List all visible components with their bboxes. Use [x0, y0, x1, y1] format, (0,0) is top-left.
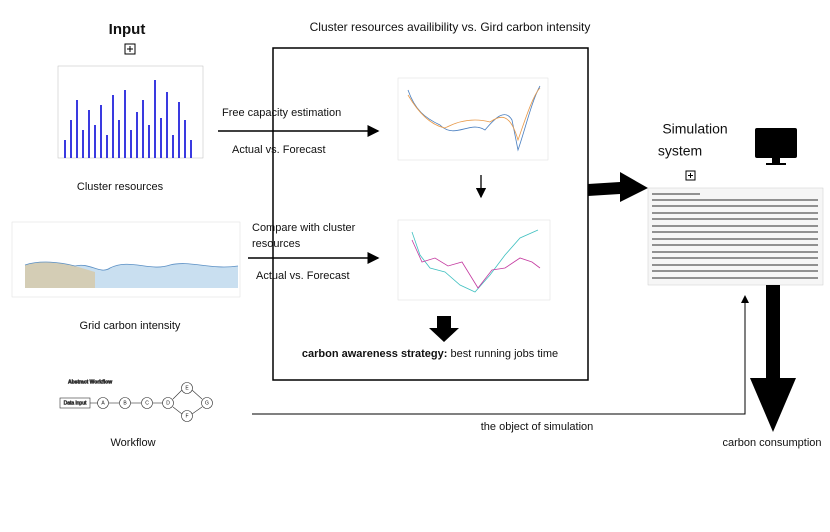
workflow-node-label: F [185, 413, 188, 419]
strategy-text: carbon awareness strategy: best running … [302, 348, 558, 360]
output-label: carbon consumption [722, 437, 821, 449]
plus-icon [685, 170, 696, 181]
workflow-label: Workflow [110, 437, 155, 449]
workflow-node-label: D [166, 400, 170, 406]
compare-thumbnail [397, 219, 551, 301]
strategy-rest: best running jobs time [447, 348, 558, 360]
analysis-frame [272, 47, 589, 381]
workflow-title: Abstract Workflow [68, 379, 112, 385]
plus-icon [124, 43, 136, 55]
workflow-node-label: B [123, 400, 127, 406]
workflow-thumbnail: Abstract Workflow Data input A B C D E F G [59, 379, 213, 422]
terminal-thumbnail [647, 187, 824, 286]
feedback-arrow [252, 295, 749, 415]
flow-label: the object of simulation [481, 421, 594, 433]
output-arrow [750, 285, 796, 432]
flow-label: Free capacity estimation [222, 107, 341, 119]
workflow-node [119, 397, 131, 409]
strategy-bold: carbon awareness strategy: [302, 348, 448, 360]
workflow-node [181, 382, 193, 394]
flow-label: Compare with cluster [252, 222, 356, 234]
thick-arrow [588, 172, 648, 202]
workflow-node [97, 397, 109, 409]
grid-label: Grid carbon intensity [80, 320, 181, 332]
flow-label: resources [252, 238, 301, 250]
workflow-node [162, 397, 174, 409]
grid-thumbnail [11, 221, 241, 298]
workflow-node-label: A [101, 400, 105, 406]
cluster-thumbnail [57, 65, 204, 159]
workflow-node [141, 397, 153, 409]
workflow-node [201, 397, 213, 409]
workflow-node-label: E [185, 385, 189, 391]
workflow-node-label: C [145, 400, 149, 406]
main-title: Cluster resources availibility vs. Gird … [310, 20, 591, 34]
workflow-input-node: Data input [64, 400, 87, 406]
input-title: Input [109, 21, 146, 38]
workflow-node-label: G [205, 400, 209, 406]
simulation-title: Simulation [662, 121, 727, 137]
forecast-thumbnail [397, 77, 549, 161]
flow-label: Actual vs. Forecast [232, 144, 326, 156]
cluster-label: Cluster resources [77, 181, 164, 193]
strategy-arrow [429, 316, 459, 342]
simulation-title: system [658, 143, 702, 159]
monitor-icon [755, 128, 797, 165]
workflow-node [181, 410, 193, 422]
flow-label: Actual vs. Forecast [256, 270, 350, 282]
